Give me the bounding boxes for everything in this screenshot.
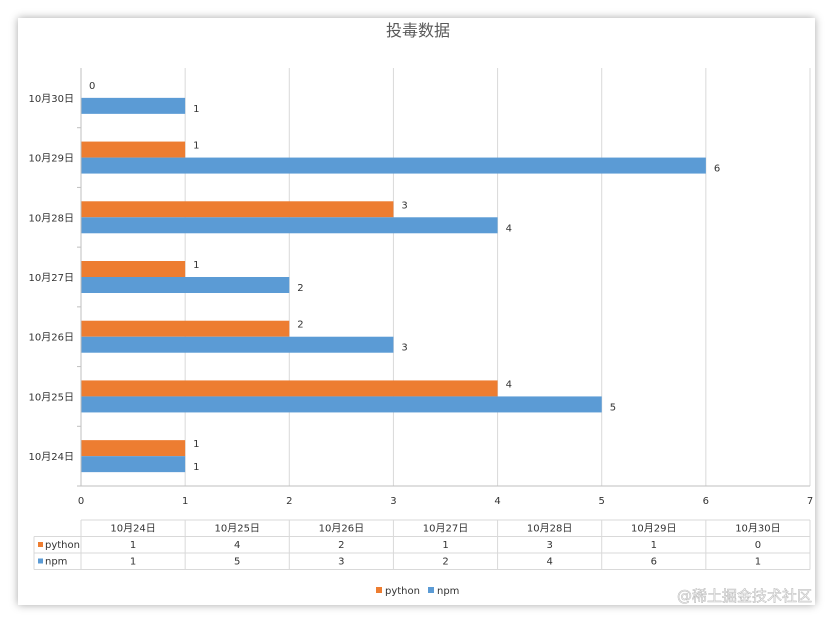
y-category-label: 10月30日 [29,93,74,105]
table-header-cell: 10月30日 [735,523,780,535]
legend-label-npm: npm [437,586,459,597]
y-category-label: 10月27日 [29,272,74,284]
chart-canvas: 投毒数据 1 1 4 5 2 3 1 2 3 4 1 6 0 1 0 1 2 3 4 5 6 7 10月24日 10月25日… [29,21,814,605]
watermark: @稀土掘金技术社区 [677,587,812,605]
data-label-npm: 2 [297,283,303,294]
legend-swatch-npm [428,587,434,593]
bar-python [81,320,290,337]
data-label-python: 1 [193,439,199,450]
table-cell-python: 1 [442,540,448,551]
bar-npm [81,97,186,114]
x-tick-label: 2 [286,496,292,507]
bar-npm [81,396,602,413]
chart-frame: 投毒数据 1 1 4 5 2 3 1 2 3 4 1 6 0 1 0 1 2 3 4 5 6 7 10月24日 10月25日… [18,18,815,605]
x-tick-label: 5 [599,496,605,507]
x-tick-label: 7 [807,496,813,507]
table-cell-python: 1 [651,540,657,551]
table-row-label-python: python [45,540,80,551]
bar-python [81,440,186,457]
x-tick-label: 1 [182,496,188,507]
data-label-npm: 1 [193,104,199,115]
data-label-npm: 5 [610,402,616,413]
table-cell-npm: 2 [442,557,448,568]
table-header-cell: 10月26日 [319,523,364,535]
data-label-npm: 1 [193,462,199,473]
data-label-python: 3 [401,200,407,211]
table-cell-python: 1 [130,540,136,551]
x-tick-label: 0 [78,496,84,507]
legend-swatch-python [376,587,382,593]
table-cell-python: 3 [546,540,552,551]
bar-python [81,261,186,277]
data-label-python: 0 [89,81,95,92]
bar-python [81,201,394,218]
table-header-cell: 10月28日 [527,523,572,535]
table-cell-npm: 3 [338,557,344,568]
table-cell-python: 0 [755,540,761,551]
chart-title: 投毒数据 [386,21,450,40]
legend-label-python: python [385,586,420,597]
table-cell-npm: 6 [651,557,657,568]
y-category-label: 10月25日 [29,391,74,403]
table-header-cell: 10月25日 [214,523,259,535]
data-label-python: 2 [297,320,303,331]
data-label-python: 1 [193,141,199,152]
y-category-label: 10月28日 [29,212,74,224]
table-row-label-npm: npm [45,557,67,568]
x-tick-label: 4 [494,496,500,507]
table-legend-key-python [38,542,43,547]
bar-npm [81,157,706,174]
x-tick-label: 6 [703,496,709,507]
y-category-label: 10月26日 [29,332,74,344]
table-cell-npm: 5 [234,557,240,568]
bar-npm [81,217,498,234]
bar-npm [81,456,186,473]
bar-npm [81,277,290,293]
table-cell-python: 2 [338,540,344,551]
bar-python [81,141,186,158]
table-header-cell: 10月24日 [110,523,155,535]
data-label-npm: 3 [401,343,407,354]
table-header-cell: 10月29日 [631,523,676,535]
table-legend-key-npm [38,558,43,564]
data-label-python: 4 [506,379,512,390]
bar-python [81,380,498,397]
table-cell-python: 4 [234,540,240,551]
table-cell-npm: 1 [755,557,761,568]
y-category-label: 10月24日 [29,451,74,463]
table-cell-npm: 1 [130,557,136,568]
x-tick-label: 3 [390,496,396,507]
table-cell-npm: 4 [546,557,552,568]
data-label-npm: 4 [506,223,512,234]
y-category-label: 10月29日 [29,153,74,165]
data-label-npm: 6 [714,164,720,175]
data-label-python: 1 [193,260,199,271]
table-header-cell: 10月27日 [423,523,468,535]
bar-npm [81,336,394,353]
